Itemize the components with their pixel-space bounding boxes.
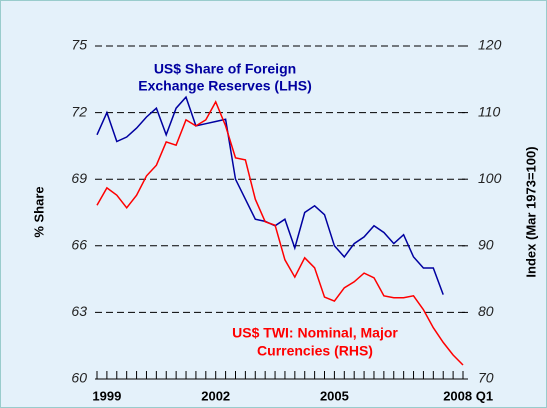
- annotation: US$ TWI: Nominal, Major: [232, 325, 398, 341]
- y-tick-label: 60: [71, 370, 87, 386]
- y2-tick-label: 80: [478, 303, 494, 319]
- x-tick-label: 2002: [201, 388, 230, 403]
- y2-tick-label: 110: [478, 103, 501, 119]
- y-tick-label: 75: [71, 37, 87, 53]
- y-axis-label: % Share: [31, 186, 46, 237]
- series-line: [96, 100, 464, 366]
- y2-tick-label: 100: [478, 170, 502, 186]
- annotation: Exchange Reserves (LHS): [138, 78, 312, 94]
- y2-tick-label: 120: [478, 37, 502, 53]
- x-tick-label: 1999: [92, 388, 121, 403]
- y2-tick-label: 90: [478, 237, 494, 253]
- y2-tick-label: 70: [478, 370, 494, 386]
- y-tick-label: 63: [71, 303, 87, 319]
- annotation: US$ Share of Foreign: [154, 61, 296, 77]
- x-tick-label: 2008 Q1: [443, 388, 493, 403]
- y-tick-label: 66: [71, 237, 87, 253]
- y-tick-label: 72: [71, 103, 87, 119]
- annotation: Currencies (RHS): [257, 343, 373, 359]
- y-tick-label: 69: [71, 170, 87, 186]
- y2-axis-label: Index (Mar 1973=100): [523, 146, 538, 277]
- x-tick-label: 2005: [320, 388, 349, 403]
